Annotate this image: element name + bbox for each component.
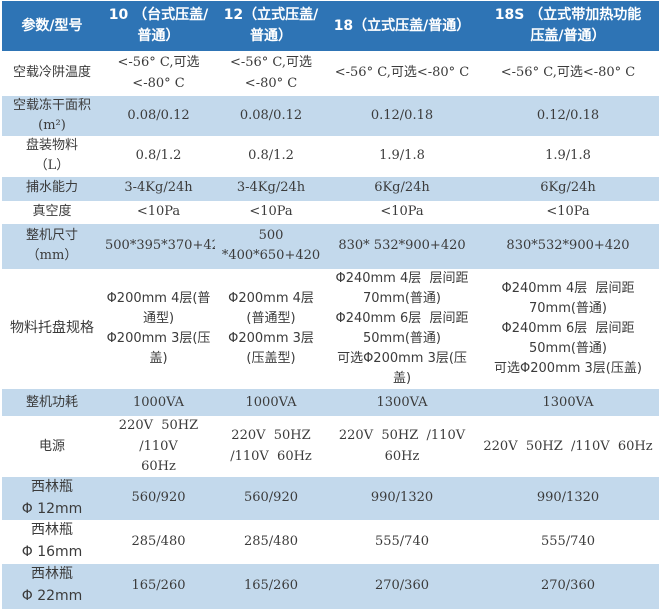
header-row: 参数/型号 10 （台式压盖/ 普通） 12（立式压盖/ 普通） 18（立式压盖… [2, 1, 659, 51]
spec-cell: 285/480 [131, 533, 186, 549]
spec-cell: 1000VA [133, 394, 184, 410]
row-label: 盘装物料 （L） [25, 138, 78, 174]
spec-cell: 1000VA [245, 394, 297, 410]
spec-cell: 165/260 [131, 578, 186, 593]
spec-cell: <10Pa [136, 203, 181, 219]
table-row-vial-22mm: 西林瓶 Φ 22mm 165/260 165/260 270/360 270/3… [2, 563, 659, 609]
spec-cell: 6Kg/24h [374, 180, 430, 196]
spec-cell: 0.12/0.18 [536, 108, 600, 124]
spec-cell: Φ240mm 4层 层间距 70mm(普通) Φ240mm 6层 层间距 50m… [494, 280, 642, 377]
spec-cell: 165/260 [243, 578, 298, 593]
spec-cell: 560/920 [131, 490, 186, 506]
spec-cell: 220V 50HZ /110V 60Hz [118, 418, 199, 474]
spec-cell: 500*395*370+420 [105, 237, 215, 253]
spec-cell: 3-4Kg/24h [236, 180, 306, 196]
spec-cell: 220V 50HZ /110V 60Hz [483, 438, 653, 454]
row-label: 捕水能力 [25, 180, 78, 196]
row-label: 电源 [38, 438, 65, 454]
spec-cell: 555/740 [374, 533, 429, 549]
spec-cell: 6Kg/24h [540, 180, 596, 196]
row-label: 西林瓶 Φ 22mm [21, 566, 83, 605]
table-row-vial-16mm: 西林瓶 Φ 16mm 285/480 285/480 555/740 555/7… [2, 520, 659, 564]
spec-cell: <-56° C,可选<-80° C [500, 65, 636, 81]
spec-cell: 285/480 [243, 533, 298, 549]
spec-cell: 1300VA [376, 394, 428, 410]
spec-cell: 1300VA [542, 394, 594, 410]
spec-cell: 990/1320 [536, 490, 600, 506]
row-label: 真空度 [32, 203, 72, 219]
spec-cell: <10Pa [249, 203, 293, 219]
spec-cell: 220V 50HZ /110V 60Hz [230, 428, 312, 464]
spec-cell: <-56° C,可选 <-80° C [117, 55, 200, 91]
row-label: 整机尺寸 （mm） [25, 227, 78, 264]
spec-cell: 830* 532*900+420 [338, 237, 466, 253]
spec-cell: 1.9/1.8 [379, 148, 425, 164]
table-row-cold-trap-temp: 空载冷阱温度 <-56° C,可选 <-80° C <-56° C,可选 <-8… [2, 51, 659, 96]
column-header-params: 参数/型号 [2, 1, 102, 51]
spec-cell: <-56° C,可选 <-80° C [229, 55, 313, 91]
column-header-model-18: 18（立式压盖/普通） [327, 1, 477, 51]
table-row-vial-12mm: 西林瓶 Φ 12mm 560/920 560/920 990/1320 990/… [2, 476, 659, 521]
table-row-vacuum-degree: 真空度 <10Pa <10Pa <10Pa <10Pa [2, 200, 659, 224]
spec-cell: 220V 50HZ /110V 60Hz [338, 428, 474, 464]
spec-cell: 555/740 [540, 533, 595, 549]
spec-cell: <10Pa [380, 203, 424, 219]
row-label: 空载冷阱温度 [12, 65, 91, 81]
table-row-drying-area: 空载冻干面积 (m²) 0.08/0.12 0.08/0.12 0.12/0.1… [2, 96, 659, 137]
spec-cell: Φ240mm 4层 层间距 70mm(普通) Φ240mm 6层 层间距 50m… [335, 270, 469, 387]
spec-cell: 560/920 [243, 490, 298, 506]
row-label: 西林瓶 Φ 16mm [21, 522, 83, 560]
spec-cell: 0.8/1.2 [248, 148, 294, 164]
spec-cell: Φ200mm 4层(普 通型) Φ200mm 3层(压 盖) [106, 290, 211, 367]
row-label: 西林瓶 Φ 12mm [21, 478, 83, 517]
table-row-water-capture: 捕水能力 3-4Kg/24h 3-4Kg/24h 6Kg/24h 6Kg/24h [2, 176, 659, 201]
spec-cell: 500 *400*650+420 [221, 227, 321, 264]
spec-cell: 270/360 [540, 578, 595, 593]
row-label: 整机功耗 [25, 394, 78, 410]
column-header-model-18s: 18S （立式带加热功能 压盖/普通） [477, 1, 659, 51]
spec-cell: 0.08/0.12 [127, 108, 190, 124]
row-label: 空载冻干面积 (m²) [12, 98, 91, 134]
table-row-machine-size: 整机尺寸 （mm） 500*395*370+420 500 *400*650+4… [2, 223, 659, 269]
table-row-tray-material: 盘装物料 （L） 0.8/1.2 0.8/1.2 1.9/1.8 1.9/1.8 [2, 136, 659, 177]
spec-cell: Φ200mm 4层 (普通型) Φ200mm 3层 (压盖型) [228, 290, 314, 367]
spec-cell: 0.8/1.2 [135, 148, 182, 164]
spec-cell: 0.12/0.18 [370, 108, 434, 124]
table-row-power-consumption: 整机功耗 1000VA 1000VA 1300VA 1300VA [2, 389, 659, 417]
spec-cell: <10Pa [546, 203, 590, 219]
column-header-model-12: 12（立式压盖/ 普通） [215, 1, 327, 51]
column-header-model-10: 10 （台式压盖/ 普通） [102, 1, 215, 51]
spec-cell: 830*532*900+420 [506, 237, 630, 253]
spec-cell: <-56° C,可选<-80° C [334, 65, 470, 81]
spec-cell: 990/1320 [370, 490, 434, 506]
table-row-tray-spec: 物料托盘规格 Φ200mm 4层(普 通型) Φ200mm 3层(压 盖) Φ2… [2, 268, 659, 390]
spec-cell: 1.9/1.8 [545, 148, 591, 164]
spec-cell: 270/360 [374, 578, 429, 593]
row-label: 物料托盘规格 [10, 320, 94, 337]
spec-cell: 0.08/0.12 [239, 108, 303, 124]
table-row-power-supply: 电源 220V 50HZ /110V 60Hz 220V 50HZ /110V … [2, 416, 659, 477]
spec-cell: 3-4Kg/24h [124, 180, 193, 196]
